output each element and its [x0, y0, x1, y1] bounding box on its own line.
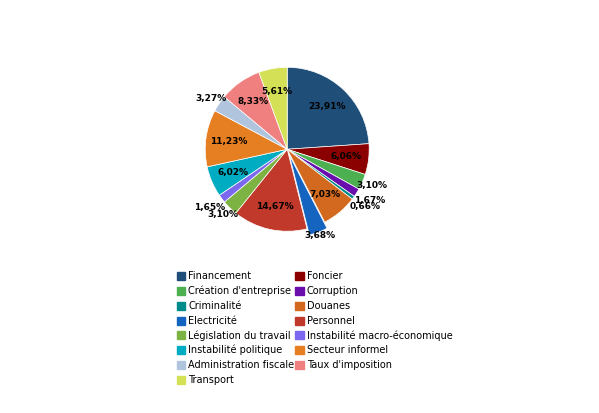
- Text: 1,65%: 1,65%: [195, 203, 226, 212]
- Text: 23,91%: 23,91%: [308, 102, 346, 111]
- Text: 3,10%: 3,10%: [207, 210, 238, 219]
- Wedge shape: [236, 149, 307, 231]
- Text: Foncier: Foncier: [307, 271, 343, 281]
- Text: 3,10%: 3,10%: [356, 181, 387, 190]
- Text: 3,68%: 3,68%: [304, 231, 335, 240]
- Text: 6,02%: 6,02%: [217, 168, 249, 177]
- Text: Corruption: Corruption: [307, 286, 359, 296]
- Bar: [177, 331, 184, 339]
- Text: 8,33%: 8,33%: [238, 97, 269, 106]
- Text: Instabilité politique: Instabilité politique: [188, 345, 282, 355]
- Text: Législation du travail: Législation du travail: [188, 330, 291, 341]
- Text: Transport: Transport: [188, 375, 234, 385]
- Text: Création d'entreprise: Création d'entreprise: [188, 286, 291, 297]
- Wedge shape: [207, 149, 287, 195]
- Wedge shape: [287, 149, 354, 199]
- Text: 7,03%: 7,03%: [310, 190, 341, 199]
- Text: 1,67%: 1,67%: [353, 196, 385, 205]
- Wedge shape: [287, 149, 365, 189]
- Text: 5,61%: 5,61%: [261, 87, 292, 96]
- Text: Personnel: Personnel: [307, 316, 355, 325]
- Bar: [177, 272, 184, 280]
- Text: 0,66%: 0,66%: [350, 202, 381, 211]
- Text: Electricité: Electricité: [188, 316, 237, 325]
- Wedge shape: [219, 149, 287, 202]
- Bar: [177, 287, 184, 295]
- Wedge shape: [287, 149, 359, 196]
- Wedge shape: [215, 97, 287, 149]
- Bar: [295, 361, 304, 369]
- Bar: [177, 346, 184, 354]
- Bar: [295, 316, 304, 325]
- Bar: [295, 346, 304, 354]
- Bar: [295, 287, 304, 295]
- Bar: [295, 331, 304, 339]
- Text: Administration fiscale: Administration fiscale: [188, 360, 294, 370]
- Text: 6,06%: 6,06%: [330, 152, 361, 161]
- Text: Financement: Financement: [188, 271, 251, 281]
- Text: Criminalité: Criminalité: [188, 301, 241, 311]
- Wedge shape: [289, 155, 327, 235]
- Bar: [177, 316, 184, 325]
- Wedge shape: [225, 149, 287, 213]
- Wedge shape: [287, 67, 369, 149]
- Text: Secteur informel: Secteur informel: [307, 345, 388, 355]
- Text: 14,67%: 14,67%: [256, 202, 294, 211]
- Bar: [177, 361, 184, 369]
- Wedge shape: [287, 144, 369, 174]
- Bar: [177, 375, 184, 384]
- Wedge shape: [287, 149, 352, 222]
- Bar: [295, 272, 304, 280]
- Wedge shape: [224, 72, 287, 149]
- Text: Taux d'imposition: Taux d'imposition: [307, 360, 392, 370]
- Wedge shape: [205, 111, 287, 167]
- Bar: [295, 302, 304, 310]
- Wedge shape: [259, 67, 287, 149]
- Text: Instabilité macro-économique: Instabilité macro-économique: [307, 330, 453, 341]
- Text: 3,27%: 3,27%: [195, 93, 226, 102]
- Bar: [177, 302, 184, 310]
- Text: Douanes: Douanes: [307, 301, 350, 311]
- Text: 11,23%: 11,23%: [210, 137, 247, 146]
